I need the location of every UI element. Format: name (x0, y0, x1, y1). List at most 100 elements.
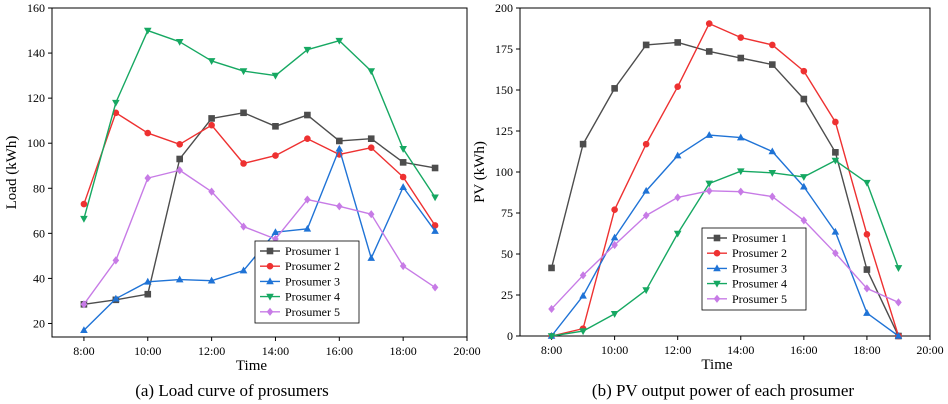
data-point-series-1 (144, 290, 152, 298)
data-point-series-2 (80, 200, 88, 208)
data-point-series-5 (336, 202, 343, 211)
data-point-series-2 (832, 118, 839, 126)
y-tick-label: 60 (33, 226, 45, 240)
data-point-series-4 (271, 72, 280, 80)
data-point-series-4 (736, 168, 745, 176)
y-tick-label: 160 (27, 1, 45, 15)
series-line-2 (551, 22, 900, 337)
x-tick-label: 8:00 (73, 344, 94, 358)
data-point-series-2 (611, 206, 618, 214)
y-tick-label: 80 (33, 181, 45, 195)
data-point-series-3 (831, 227, 840, 235)
data-point-series-1 (336, 137, 343, 145)
data-point-series-4 (863, 179, 871, 187)
chart-panel-load: 8:00 10:00 12:00 14:00 16:00 18:00 20:00 20 40 60… (4, 1, 481, 400)
data-point-series-1 (800, 95, 808, 103)
data-point-series-2 (208, 121, 215, 129)
data-point-series-4 (431, 194, 439, 202)
data-point-series-1 (863, 266, 871, 273)
data-point-series-1 (431, 164, 439, 172)
data-point-series-2 (769, 41, 776, 49)
x-tick-label: 14:00 (262, 344, 289, 358)
data-point-series-5 (895, 298, 902, 307)
x-tick-label: 16:00 (790, 343, 817, 357)
x-tick-label: 20:00 (453, 344, 480, 358)
x-tick-label: 12:00 (198, 344, 225, 358)
data-point-series-2 (176, 141, 183, 148)
data-point-series-2 (399, 173, 407, 181)
data-point-series-1 (176, 155, 183, 163)
data-point-series-2 (705, 20, 713, 27)
legend-label: Prosumer 4 (285, 290, 340, 304)
legend-label: Prosumer 4 (732, 277, 787, 291)
data-point-series-5 (304, 195, 311, 204)
data-point-series-4 (579, 328, 587, 336)
data-point-series-1 (832, 149, 839, 156)
x-tick-label: 20:00 (916, 343, 943, 357)
data-point-series-3 (112, 294, 120, 302)
data-point-series-1 (642, 41, 650, 49)
data-point-series-4 (112, 99, 120, 107)
legend-label: Prosumer 5 (732, 292, 787, 306)
data-point-series-4 (207, 58, 216, 65)
data-point-series-4 (894, 265, 903, 272)
data-point-series-3 (610, 233, 619, 241)
data-point-series-2 (642, 140, 650, 148)
legend-marker (713, 280, 721, 288)
x-tick-label: 8:00 (541, 343, 562, 357)
data-point-series-2 (737, 34, 745, 41)
x-tick-label: 18:00 (389, 344, 416, 358)
y-tick-label: 0 (507, 329, 513, 343)
data-point-series-1 (769, 61, 776, 68)
y-tick-label: 100 (495, 165, 513, 179)
x-tick-label: 14:00 (727, 343, 754, 357)
data-point-series-3 (705, 131, 714, 138)
data-point-series-5 (863, 284, 871, 293)
legend-label: Prosumer 2 (732, 246, 787, 260)
data-point-series-4 (175, 39, 184, 46)
series-line-1 (550, 41, 900, 337)
data-point-series-3 (303, 224, 312, 232)
series-line-4 (83, 29, 436, 219)
data-point-series-4 (80, 215, 88, 223)
y-tick-label: 125 (495, 124, 513, 138)
data-point-series-5 (674, 193, 681, 202)
data-point-series-1 (272, 123, 279, 130)
data-point-series-2 (240, 160, 247, 167)
y-axis-label: Load (kWh) (4, 136, 20, 210)
data-point-series-5 (144, 174, 152, 183)
y-tick-label: 175 (495, 42, 513, 56)
data-point-series-4 (800, 174, 808, 181)
data-point-series-4 (831, 157, 840, 165)
figure-caption: (b) PV output power of each prosumer (592, 381, 855, 400)
data-point-series-2 (367, 144, 375, 152)
data-point-series-1 (705, 48, 713, 55)
data-point-series-2 (272, 152, 279, 159)
y-tick-label: 50 (501, 247, 513, 261)
data-point-series-3 (894, 332, 903, 339)
x-tick-label: 16:00 (326, 344, 353, 358)
x-axis-label: Time (236, 358, 267, 374)
data-point-series-3 (271, 228, 280, 236)
data-point-series-1 (399, 159, 407, 166)
x-tick-label: 18:00 (853, 343, 880, 357)
y-tick-label: 20 (33, 316, 45, 330)
x-tick-label: 12:00 (664, 343, 691, 357)
data-point-series-3 (431, 227, 439, 234)
data-point-series-5 (737, 187, 745, 196)
series-line-1 (83, 112, 436, 306)
y-tick-label: 25 (501, 288, 513, 302)
data-point-series-1 (737, 54, 745, 62)
data-point-series-4 (768, 170, 777, 177)
data-point-series-4 (399, 146, 407, 153)
figure-caption: (a) Load curve of prosumers (135, 381, 329, 400)
data-point-series-5 (367, 210, 375, 219)
legend-marker (266, 307, 274, 316)
data-point-series-5 (705, 186, 713, 195)
data-point-series-4 (143, 27, 152, 35)
y-tick-label: 120 (27, 91, 45, 105)
legend-label: Prosumer 1 (732, 231, 787, 245)
data-point-series-5 (832, 249, 839, 258)
